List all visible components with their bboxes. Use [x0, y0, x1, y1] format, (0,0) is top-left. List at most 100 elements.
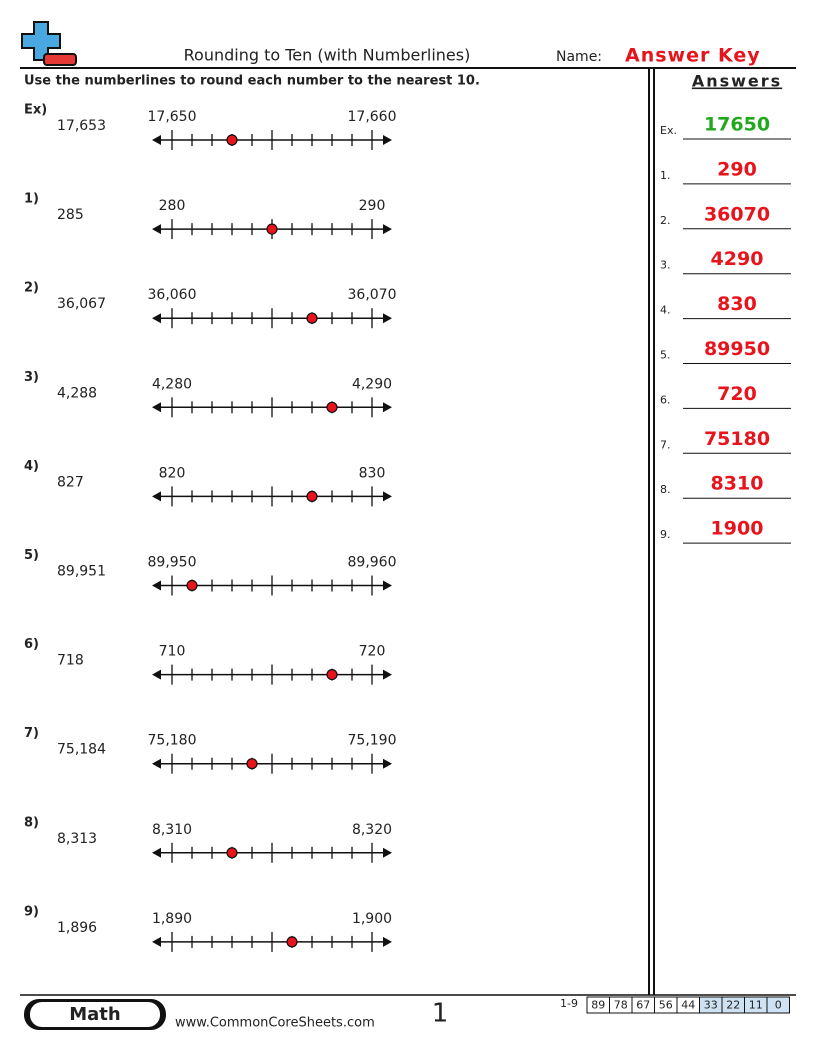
- problem-number: 89,951: [57, 564, 106, 580]
- arrow: [383, 669, 392, 680]
- problem-label: 7): [24, 726, 39, 741]
- problem-number: 36,067: [57, 296, 106, 312]
- arrow: [383, 758, 392, 769]
- line-end: 290: [359, 198, 386, 214]
- line-end: 4,290: [352, 376, 392, 392]
- line-start: 820: [159, 465, 186, 481]
- line-end: 1,900: [352, 911, 392, 927]
- point: [186, 579, 198, 592]
- problem-label: 1): [24, 192, 39, 207]
- line-start: 710: [159, 644, 186, 660]
- arrow: [152, 313, 161, 324]
- arrow: [383, 491, 392, 502]
- score: 89: [591, 999, 605, 1012]
- line-end: 8,320: [352, 822, 392, 838]
- point: [226, 847, 238, 859]
- line-start: 280: [159, 198, 186, 214]
- answer-label: 7.: [660, 438, 671, 451]
- arrow: [383, 402, 392, 413]
- point: [306, 312, 318, 324]
- line-start: 75,180: [148, 733, 197, 749]
- website: www.CommonCoreSheets.com: [175, 1016, 375, 1031]
- line-end: 36,070: [348, 287, 397, 303]
- answer-label: 1.: [660, 169, 671, 182]
- line-end: 720: [359, 644, 386, 660]
- problem-label: 5): [24, 548, 39, 563]
- arrow: [383, 313, 392, 324]
- answer-value: 720: [717, 383, 757, 405]
- answer-value: 830: [717, 293, 757, 315]
- problem-number: 17,653: [57, 118, 106, 134]
- point: [326, 401, 338, 413]
- subject-pill: [30, 1002, 160, 1027]
- answers-title: Answers: [692, 72, 782, 91]
- point: [286, 936, 298, 948]
- arrow: [383, 847, 392, 858]
- line-start: 17,650: [148, 109, 197, 125]
- answer-label: 5.: [660, 349, 671, 362]
- line-end: 17,660: [348, 109, 397, 125]
- answer-value: 290: [717, 158, 757, 180]
- point: [306, 490, 318, 502]
- answer-value: 75180: [704, 428, 770, 450]
- problem-label: Ex): [24, 103, 47, 118]
- problem-number: 8,313: [57, 831, 97, 847]
- line-start: 8,310: [152, 822, 192, 838]
- arrow: [152, 580, 161, 591]
- subject: Math: [69, 1004, 120, 1025]
- problem-number: 1,896: [57, 920, 97, 936]
- arrow: [152, 847, 161, 858]
- point: [266, 223, 278, 235]
- arrow: [152, 491, 161, 502]
- score: 78: [614, 999, 628, 1012]
- score: 33: [704, 999, 718, 1012]
- answer-value: 17650: [704, 114, 770, 136]
- problem-number: 4,288: [57, 385, 97, 401]
- arrow: [383, 135, 392, 145]
- answer-label: Ex.: [660, 124, 677, 137]
- title: Rounding to Ten (with Numberlines): [184, 46, 471, 65]
- arrow: [383, 936, 392, 947]
- problem-number: 718: [57, 653, 84, 669]
- logo: [21, 21, 77, 66]
- answer-value: 8310: [711, 473, 764, 495]
- arrow: [383, 580, 392, 591]
- score: 44: [681, 999, 695, 1012]
- score-cell: [766, 996, 790, 1014]
- problem-label: 2): [24, 281, 39, 296]
- name-label: Name:: [556, 49, 602, 65]
- arrow: [152, 135, 161, 145]
- problem-label: 8): [24, 815, 39, 830]
- arrow: [152, 224, 161, 235]
- answer-value: 89950: [704, 338, 770, 360]
- page-number: 1: [432, 999, 449, 1029]
- arrow: [152, 669, 161, 680]
- problem-number: 827: [57, 474, 84, 490]
- score: 67: [636, 999, 650, 1012]
- answer-label: 4.: [660, 304, 671, 317]
- line-start: 89,950: [148, 555, 197, 571]
- line-end: 75,190: [348, 733, 397, 749]
- line-start: 1,890: [152, 911, 192, 927]
- answer-label: 8.: [660, 483, 671, 496]
- arrow: [383, 224, 392, 235]
- score: 0: [775, 999, 782, 1012]
- answer-label: 9.: [660, 528, 671, 541]
- score: 11: [749, 999, 763, 1012]
- problem-label: 4): [24, 459, 39, 474]
- point: [326, 668, 338, 681]
- answer-value: 4290: [711, 248, 764, 270]
- arrow: [152, 936, 161, 947]
- answer-label: 3.: [660, 259, 671, 272]
- score: 22: [726, 999, 740, 1012]
- instructions: Use the numberlines to round each number…: [24, 74, 480, 89]
- problem-label: 3): [24, 370, 39, 385]
- answer-value: 1900: [711, 518, 764, 540]
- line-start: 4,280: [152, 376, 192, 392]
- score: 56: [659, 999, 673, 1012]
- problem-label: 6): [24, 637, 39, 652]
- score-range: 1-9: [560, 997, 578, 1010]
- answer-value: 36070: [704, 203, 770, 225]
- line-end: 89,960: [348, 555, 397, 571]
